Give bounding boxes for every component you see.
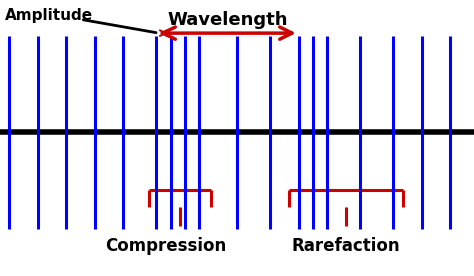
Text: Wavelength: Wavelength bbox=[167, 11, 288, 29]
Text: Amplitude: Amplitude bbox=[5, 8, 93, 23]
Text: Compression: Compression bbox=[105, 237, 227, 255]
Text: Rarefaction: Rarefaction bbox=[292, 237, 401, 255]
